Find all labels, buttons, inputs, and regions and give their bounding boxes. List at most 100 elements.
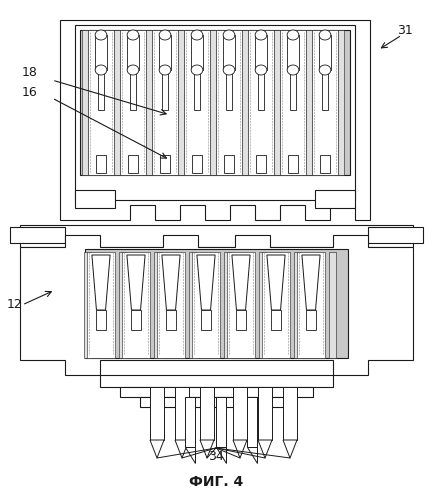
Bar [119, 252, 126, 358]
Bar [247, 397, 257, 447]
Bar [226, 70, 232, 110]
Text: 18: 18 [22, 66, 38, 78]
Ellipse shape [127, 65, 139, 75]
Bar [95, 35, 107, 70]
Polygon shape [200, 440, 214, 458]
Ellipse shape [255, 65, 267, 75]
Polygon shape [233, 440, 247, 458]
Bar [320, 155, 330, 173]
Bar [84, 252, 90, 358]
Polygon shape [185, 447, 195, 463]
Bar [127, 35, 139, 70]
Bar [255, 35, 267, 70]
Bar [242, 30, 248, 175]
Bar [262, 252, 290, 358]
Bar [223, 35, 235, 70]
Bar [236, 310, 246, 330]
Bar [287, 35, 299, 70]
Bar [122, 252, 150, 358]
Bar [160, 155, 170, 173]
Bar [20, 225, 413, 247]
Ellipse shape [95, 30, 107, 40]
Bar [152, 30, 178, 175]
Polygon shape [267, 255, 285, 310]
Bar [146, 30, 152, 175]
Ellipse shape [319, 65, 331, 75]
Polygon shape [127, 255, 145, 310]
Bar [162, 70, 168, 110]
Bar [224, 155, 234, 173]
Ellipse shape [223, 65, 235, 75]
Polygon shape [247, 447, 257, 463]
Bar [130, 70, 136, 110]
Bar [96, 310, 106, 330]
Polygon shape [258, 440, 272, 458]
Bar [154, 252, 161, 358]
Polygon shape [162, 255, 180, 310]
Bar [329, 252, 336, 358]
Bar [175, 387, 189, 440]
Bar [88, 30, 114, 175]
Polygon shape [302, 255, 320, 310]
Bar [294, 252, 301, 358]
Bar [323, 70, 328, 110]
Polygon shape [283, 440, 297, 458]
Ellipse shape [159, 65, 171, 75]
Bar [201, 310, 211, 330]
Ellipse shape [319, 30, 331, 40]
Ellipse shape [255, 30, 267, 40]
Bar [166, 310, 176, 330]
Bar [10, 227, 65, 243]
Polygon shape [216, 447, 226, 463]
Ellipse shape [95, 65, 107, 75]
Bar [157, 252, 185, 358]
Ellipse shape [191, 30, 203, 40]
Bar [120, 30, 146, 175]
Bar [271, 310, 281, 330]
Text: 16: 16 [22, 86, 38, 98]
Bar [259, 252, 265, 358]
Bar [140, 397, 293, 407]
Bar [259, 70, 264, 110]
Bar [98, 70, 103, 110]
Bar [87, 252, 115, 358]
Polygon shape [175, 440, 189, 458]
Bar [216, 397, 226, 447]
Bar [75, 190, 115, 208]
Bar [85, 249, 348, 358]
Ellipse shape [127, 30, 139, 40]
Bar [312, 30, 338, 175]
Bar [280, 30, 306, 175]
Bar [258, 387, 272, 440]
Bar [75, 25, 355, 200]
Bar [184, 30, 210, 175]
Bar [159, 35, 171, 70]
Bar [185, 397, 195, 447]
Bar [233, 387, 247, 440]
Bar [194, 70, 200, 110]
Bar [131, 310, 141, 330]
Polygon shape [197, 255, 215, 310]
Bar [227, 252, 255, 358]
Polygon shape [92, 255, 110, 310]
Bar [368, 227, 423, 243]
Bar [297, 252, 325, 358]
Ellipse shape [191, 65, 203, 75]
Bar [120, 387, 313, 397]
Bar [274, 30, 280, 175]
Polygon shape [232, 255, 250, 310]
Bar [100, 375, 333, 387]
Text: 31: 31 [397, 24, 413, 36]
Bar [210, 30, 216, 175]
Text: ФИГ. 4: ФИГ. 4 [189, 475, 243, 489]
Bar [223, 252, 230, 358]
Ellipse shape [287, 30, 299, 40]
Bar [315, 190, 355, 208]
Polygon shape [60, 20, 370, 220]
Bar [96, 155, 106, 173]
Bar [288, 155, 298, 173]
Bar [191, 35, 203, 70]
Bar [256, 155, 266, 173]
Bar [80, 30, 350, 175]
Bar [338, 30, 344, 175]
